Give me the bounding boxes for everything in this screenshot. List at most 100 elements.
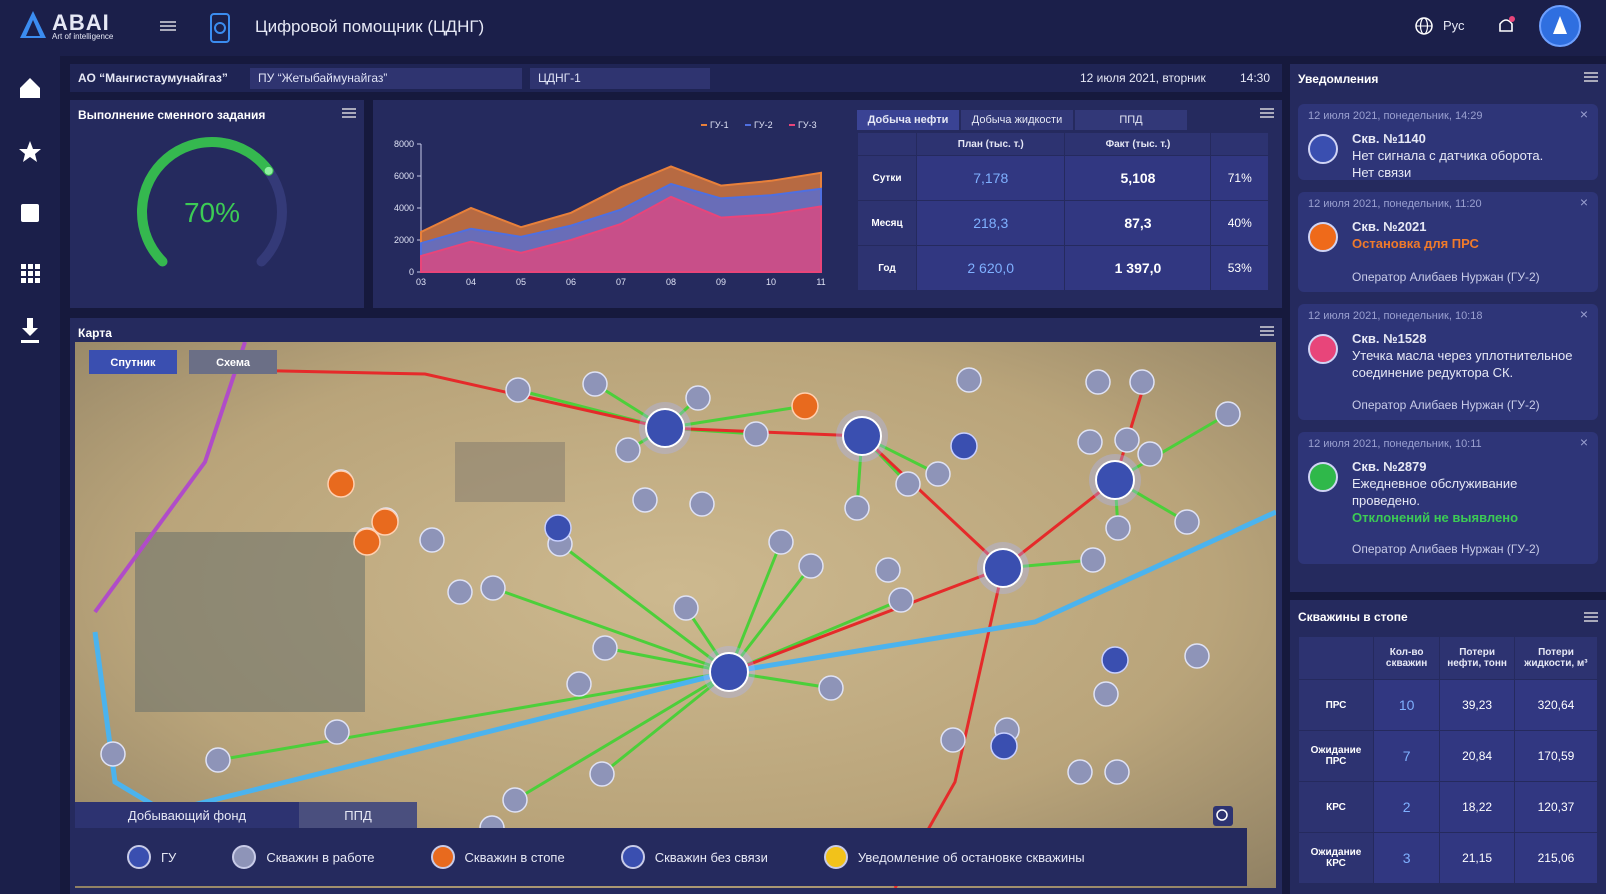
reports-icon[interactable] [21, 204, 39, 222]
legend-icon [430, 845, 455, 869]
production-table: Добыча нефти Добыча жидкости ППД План (тыс.… [857, 110, 1269, 291]
cell: Ожидание ПРС [1299, 731, 1373, 781]
shop-select[interactable]: ЦДНГ-1 [530, 68, 710, 89]
cell: Ожидание КРС [1299, 833, 1373, 883]
sidebar-icons [19, 78, 41, 343]
notification-status: Отклонений не выявлено [1352, 510, 1519, 525]
header-cell [1299, 637, 1373, 679]
legend-item: Скважин без связи [620, 845, 768, 869]
operator: Оператор Алибаев Нуржан (ГУ-2) [1352, 398, 1540, 412]
legend-item: Уведомление об остановке скважины [823, 845, 1085, 869]
gauge: 70% [137, 137, 287, 267]
sidebar [0, 56, 60, 894]
map-tab[interactable]: ППД [299, 802, 417, 828]
well [1104, 759, 1130, 785]
tab[interactable]: Добыча нефти [857, 110, 959, 130]
notifications-panel: Уведомления 12 июля 2021, понедельник, 1… [1290, 64, 1606, 592]
view-button[interactable] [189, 350, 277, 374]
y-tick-label: 4000 [394, 203, 414, 213]
view-button[interactable] [89, 350, 177, 374]
close-button[interactable]: × [1579, 106, 1588, 122]
notification-body: Скв. №2021 Остановка для ПРС [1352, 218, 1479, 252]
cell: Сутки [858, 156, 916, 200]
cell: ПРС [1299, 680, 1373, 730]
cell: 320,64 [1514, 680, 1597, 730]
apps-icon[interactable] [21, 264, 40, 283]
cell: 120,37 [1514, 782, 1597, 832]
x-tick-label: 03 [416, 277, 426, 287]
panel-menu[interactable] [1260, 108, 1274, 118]
well [685, 385, 711, 411]
legend-item: ГУ [127, 845, 176, 869]
language-select[interactable]: Рус [1443, 18, 1465, 33]
legend-label: ГУ-2 [754, 120, 773, 130]
tab[interactable]: ППД [1075, 110, 1187, 130]
notification-icon [1308, 134, 1338, 164]
close-button[interactable]: × [1579, 306, 1588, 322]
panel-menu[interactable] [1260, 326, 1274, 336]
row: Год 2 620,0 1 397,0 53% [858, 246, 1268, 290]
y-tick-label: 2000 [394, 235, 414, 245]
avatar[interactable] [1538, 4, 1582, 48]
legend-label: Уведомление об остановке скважины [857, 849, 1085, 865]
logo: ABAI [52, 10, 110, 35]
favorites-icon[interactable] [19, 141, 41, 162]
pipeline [559, 542, 730, 674]
download-icon[interactable] [21, 318, 39, 343]
y-tick-label: 0 [409, 267, 414, 277]
tab[interactable]: Добыча жидкости [961, 110, 1073, 130]
cell: 2 [1374, 782, 1440, 832]
notification-text: Ежедневное обслуживание [1352, 476, 1518, 491]
legend-label: ГУ-3 [798, 120, 817, 130]
notification-body: Скв. №1140 Нет сигнала с датчика оборота.… [1352, 130, 1543, 181]
well-name: Скв. №2879 [1352, 459, 1427, 474]
cell: Месяц [858, 201, 916, 245]
well [566, 671, 592, 697]
notification-card: 12 июля 2021, понедельник, 10:11 × Скв. №2… [1298, 432, 1598, 564]
well [1174, 509, 1200, 535]
cell: 18,22 [1440, 782, 1514, 832]
stopped-wells-title: Скважины в стопе [1298, 610, 1408, 624]
well [798, 553, 824, 579]
x-tick-label: 05 [516, 277, 526, 287]
tabs: Добыча нефти Добыча жидкости ППД [857, 110, 1269, 130]
y-tick-label: 8000 [394, 139, 414, 149]
bell-icon[interactable] [1496, 14, 1516, 38]
well [1080, 547, 1106, 573]
x-tick-label: 08 [666, 277, 676, 287]
header-cell [858, 133, 916, 155]
legend-icon [127, 845, 151, 869]
notification-time: 12 июля 2021, понедельник, 10:11 [1308, 438, 1482, 450]
well-name: Скв. №2021 [1352, 219, 1427, 234]
close-button[interactable]: × [1579, 194, 1588, 210]
notification-card: 12 июля 2021, понедельник, 10:18 × Скв. №1… [1298, 304, 1598, 420]
x-tick-label: 09 [716, 277, 726, 287]
cell: 2 620,0 [917, 246, 1065, 290]
legend-item: Скважин в работе [232, 845, 375, 869]
well [1067, 759, 1093, 785]
panel-menu[interactable] [1584, 72, 1598, 82]
cell: 5,108 [1065, 156, 1211, 200]
menu-button[interactable] [160, 21, 176, 31]
well-name: Скв. №1528 [1352, 331, 1427, 346]
cell: 218,3 [917, 201, 1065, 245]
unit-select[interactable]: ПУ “Жетыбаймунайгаз” [250, 68, 522, 89]
panel-menu[interactable] [342, 108, 356, 118]
logo-sub: Art of intelligence [52, 32, 114, 41]
notification-text: Нет сигнала с датчика оборота. [1352, 148, 1544, 163]
cell: 21,15 [1440, 833, 1514, 883]
facility [135, 532, 365, 712]
header-row: Кол-во скважин Потери нефти, тонн Потери ж… [1299, 637, 1597, 679]
well [956, 367, 982, 393]
zoom-button[interactable] [1213, 806, 1233, 826]
notification-icon [1308, 222, 1338, 252]
gauge-knob [264, 166, 273, 175]
well [1114, 427, 1140, 453]
map-tab[interactable]: Добывающий фонд [75, 802, 299, 828]
panel-menu[interactable] [1584, 612, 1598, 622]
well [632, 487, 658, 513]
close-button[interactable]: × [1579, 434, 1588, 450]
operator: Оператор Алибаев Нуржан (ГУ-2) [1352, 270, 1540, 284]
home-icon[interactable] [20, 78, 40, 98]
